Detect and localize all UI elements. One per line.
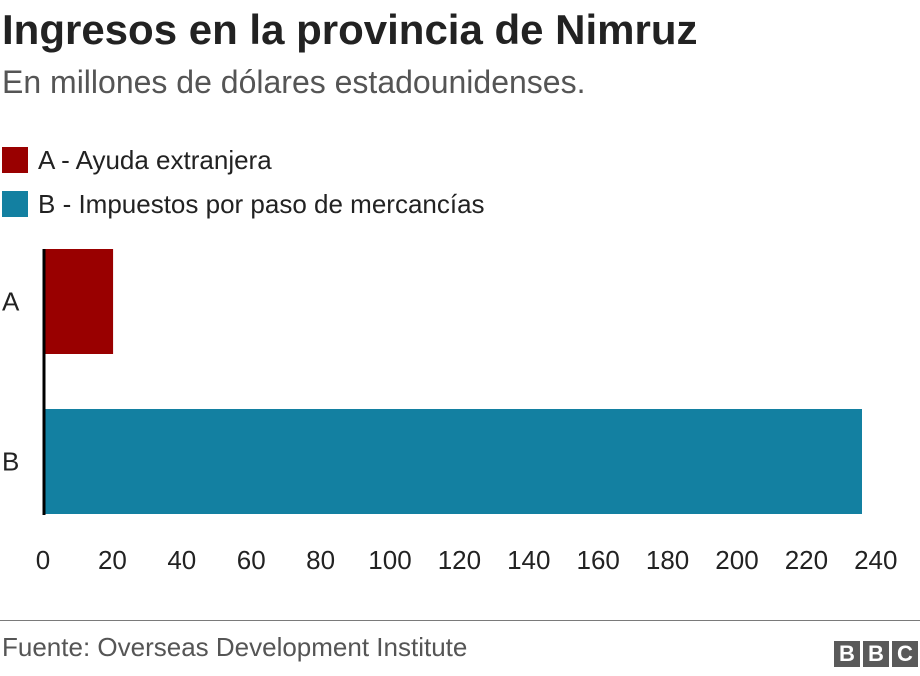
footer-divider xyxy=(0,620,920,621)
x-tick-label: 60 xyxy=(237,545,266,575)
legend-label-a: A - Ayuda extranjera xyxy=(38,144,272,175)
chart-title: Ingresos en la provincia de Nimruz xyxy=(2,6,698,53)
category-label-a: A xyxy=(2,287,20,317)
bar-a xyxy=(45,249,114,354)
x-tick-label: 180 xyxy=(646,545,689,575)
bar-b xyxy=(45,409,862,514)
x-tick-label: 120 xyxy=(438,545,481,575)
x-tick-label: 240 xyxy=(854,545,897,575)
x-tick-label: 0 xyxy=(36,545,50,575)
x-tick-label: 160 xyxy=(577,545,620,575)
x-tick-label: 200 xyxy=(715,545,758,575)
bbc-logo-letter: B xyxy=(863,641,889,667)
legend-item-b: B - Impuestos por paso de mercancías xyxy=(2,182,485,226)
category-label-b: B xyxy=(2,447,19,477)
x-tick-label: 80 xyxy=(306,545,335,575)
legend-label-b: B - Impuestos por paso de mercancías xyxy=(38,188,485,219)
bbc-logo: B B C xyxy=(834,641,918,667)
bbc-logo-letter: C xyxy=(892,641,918,667)
x-tick-label: 140 xyxy=(507,545,550,575)
x-tick-label: 100 xyxy=(368,545,411,575)
source-note: Fuente: Overseas Development Institute xyxy=(2,632,468,662)
legend: A - Ayuda extranjera B - Impuestos por p… xyxy=(2,138,485,226)
legend-swatch-b xyxy=(2,191,28,217)
legend-swatch-a xyxy=(2,147,28,173)
x-tick-label: 40 xyxy=(167,545,196,575)
chart-subtitle: En millones de dólares estadounidenses. xyxy=(2,64,586,100)
legend-item-a: A - Ayuda extranjera xyxy=(2,138,485,182)
x-tick-label: 220 xyxy=(785,545,828,575)
bar-chart: A B 0 20 40 60 80 100 120 140 160 180 200 220 240 xyxy=(2,249,897,575)
bbc-logo-letter: B xyxy=(834,641,860,667)
x-tick-label: 20 xyxy=(98,545,127,575)
